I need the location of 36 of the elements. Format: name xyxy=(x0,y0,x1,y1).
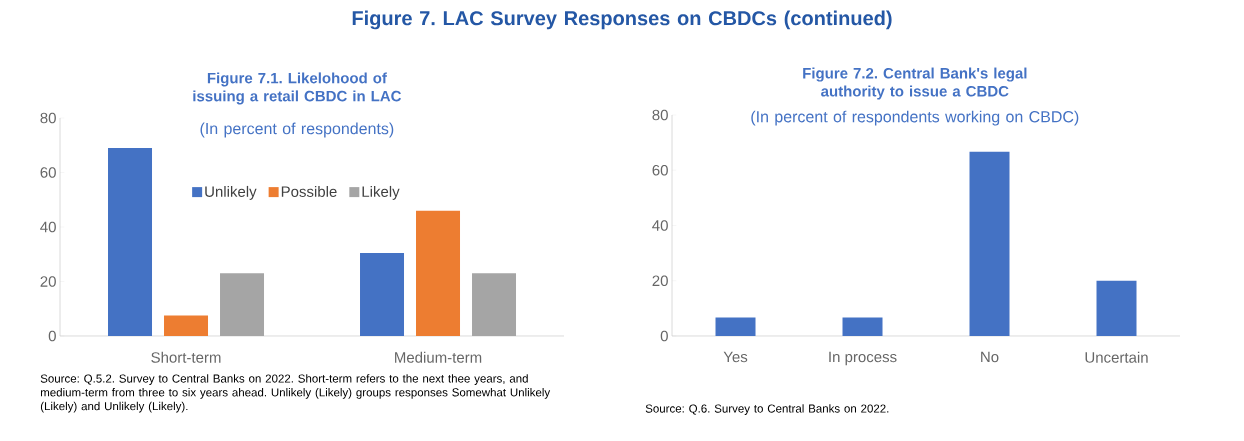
y-tick-label: 80 xyxy=(40,112,56,124)
y-tick-label: 40 xyxy=(40,221,56,233)
y-tick-label: 60 xyxy=(40,167,56,178)
y-tick-label: 0 xyxy=(660,330,668,342)
chart-title: Figure 7.2. Central Bank's legal authority to issue a CBDC xyxy=(803,67,1027,100)
bar xyxy=(416,210,461,336)
y-tick-label: 80 xyxy=(652,109,668,121)
bar xyxy=(164,315,209,336)
x-tick-label: In process xyxy=(829,351,897,366)
y-tick-label: 20 xyxy=(652,275,668,287)
chart-subtitle: (In percent of respondents) xyxy=(200,122,394,138)
source-note: Source: Q.5.2. Survey to Central Banks on 2022. Short-term refers to the next thee years, and medium-term from three to six years ahead. Unlikely (Likely) groups responses Somewhat Unlikely (Likely) and Unlikely (Likely). xyxy=(40,374,551,413)
y-tick-label: 20 xyxy=(40,276,56,287)
chart-subtitle: (In percent of respondents working on CBDC) xyxy=(751,110,1079,126)
legend-label: Possible xyxy=(281,185,337,197)
caption: Figure 7. LAC Survey Responses on CBDCs (continued) xyxy=(352,10,892,30)
y-tick-label: 60 xyxy=(652,164,668,176)
x-tick-label: No xyxy=(981,351,999,363)
y-tick-label: 40 xyxy=(652,220,668,231)
bar xyxy=(715,317,756,336)
x-tick-label: Yes xyxy=(723,351,748,363)
bar xyxy=(969,151,1010,336)
source-note: Source: Q.6. Survey to Central Banks on 2022. xyxy=(645,404,889,415)
x-tick-label: Short-term xyxy=(151,351,221,363)
legend-label: Likely xyxy=(362,185,400,200)
chart-title: Figure 7.1. Likelohood of issuing a retail CBDC in LAC xyxy=(193,72,402,105)
y-tick-label: 0 xyxy=(48,330,56,342)
bar xyxy=(108,147,153,336)
x-tick-label: Uncertain xyxy=(1085,351,1148,363)
bar xyxy=(842,317,883,336)
legend-label: Unlikely xyxy=(205,185,257,200)
bar xyxy=(220,273,265,336)
x-tick-label: Medium-term xyxy=(395,351,482,363)
bar xyxy=(1096,280,1137,336)
bar xyxy=(360,252,405,336)
bar xyxy=(472,273,517,336)
